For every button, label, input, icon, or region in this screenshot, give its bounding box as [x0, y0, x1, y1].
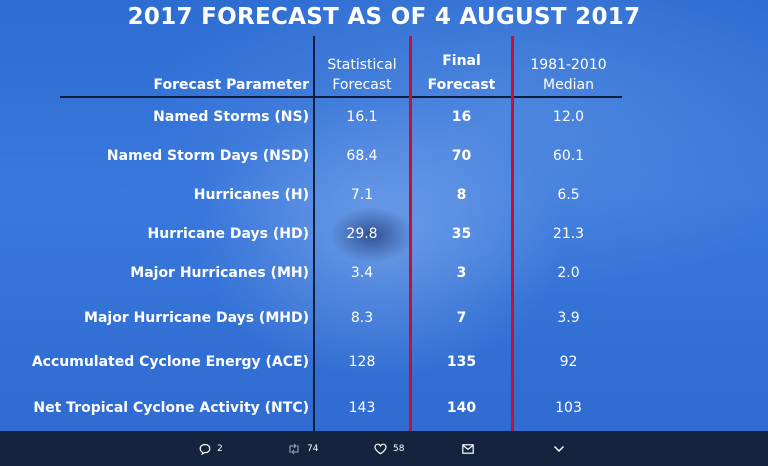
- row-param-major-hurricane-days: Major Hurricane Days (MHD): [84, 310, 309, 326]
- slide-title: 2017 FORECAST AS OF 4 AUGUST 2017: [127, 4, 641, 30]
- row-statistical-named-storm-days: 68.4: [346, 148, 378, 164]
- row-param-hurricane-days: Hurricane Days (HD): [147, 226, 309, 242]
- header-median-line2: Median: [543, 77, 594, 93]
- row-statistical-net-tropical-cyclone-activity: 143: [348, 400, 376, 416]
- row-final-major-hurricane-days: 7: [456, 310, 467, 326]
- row-final-named-storm-days: 70: [451, 148, 472, 164]
- row-median-named-storm-days: 60.1: [552, 148, 585, 164]
- row-median-named-storms: 12.0: [552, 109, 585, 125]
- row-statistical-accumulated-cyclone-energy: 128: [348, 354, 376, 370]
- retweet-count: 74: [307, 443, 319, 454]
- row-median-accumulated-cyclone-energy: 92: [559, 354, 578, 370]
- header-divider: [60, 96, 622, 98]
- row-param-hurricanes: Hurricanes (H): [193, 187, 309, 203]
- row-final-hurricanes: 8: [456, 187, 467, 203]
- row-param-named-storm-days: Named Storm Days (NSD): [106, 148, 309, 164]
- heart-icon: [374, 443, 387, 455]
- row-statistical-hurricane-days: 29.8: [346, 226, 378, 242]
- final-column-right-divider: [511, 36, 514, 431]
- envelope-icon: [462, 443, 474, 454]
- more-options-button[interactable]: [553, 431, 565, 466]
- reply-button[interactable]: 2: [199, 431, 223, 466]
- row-final-accumulated-cyclone-energy: 135: [446, 354, 477, 370]
- header-median-line1: 1981-2010: [530, 57, 607, 73]
- row-median-major-hurricane-days: 3.9: [557, 310, 580, 326]
- row-statistical-major-hurricane-days: 8.3: [350, 310, 374, 326]
- row-param-major-hurricanes: Major Hurricanes (MH): [130, 265, 309, 281]
- header-forecast-parameter: Forecast Parameter: [153, 77, 309, 93]
- row-median-hurricanes: 6.5: [557, 187, 580, 203]
- like-button[interactable]: 58: [374, 431, 404, 466]
- row-median-hurricane-days: 21.3: [552, 226, 585, 242]
- reply-count: 2: [217, 443, 223, 454]
- tweet-action-bar: 2 74 58: [0, 431, 768, 466]
- row-final-hurricane-days: 35: [451, 226, 472, 242]
- header-final-line2: Forecast: [427, 77, 496, 93]
- chevron-down-icon: [553, 445, 565, 452]
- row-param-named-storms: Named Storms (NS): [153, 109, 309, 125]
- forecast-slide: 2017 FORECAST AS OF 4 AUGUST 2017 Foreca…: [0, 0, 768, 431]
- retweet-icon: [289, 443, 299, 454]
- direct-message-button[interactable]: [462, 431, 474, 466]
- header-statistical-line2: Forecast: [332, 77, 392, 93]
- reply-icon: [199, 443, 211, 455]
- row-final-major-hurricanes: 3: [456, 265, 467, 281]
- like-count: 58: [393, 443, 405, 454]
- row-param-accumulated-cyclone-energy: Accumulated Cyclone Energy (ACE): [31, 354, 309, 370]
- parameter-column-divider: [313, 36, 315, 431]
- row-statistical-hurricanes: 7.1: [350, 187, 374, 203]
- retweet-button[interactable]: 74: [287, 431, 318, 466]
- row-final-named-storms: 16: [451, 109, 472, 125]
- final-column-left-divider: [409, 36, 412, 431]
- header-statistical-line1: Statistical: [327, 57, 397, 73]
- row-statistical-named-storms: 16.1: [346, 109, 378, 125]
- row-median-net-tropical-cyclone-activity: 103: [555, 400, 582, 416]
- row-median-major-hurricanes: 2.0: [557, 265, 580, 281]
- row-param-net-tropical-cyclone-activity: Net Tropical Cyclone Activity (NTC): [33, 400, 309, 416]
- header-final-line1: Final: [442, 53, 481, 69]
- row-final-net-tropical-cyclone-activity: 140: [446, 400, 477, 416]
- row-statistical-major-hurricanes: 3.4: [350, 265, 374, 281]
